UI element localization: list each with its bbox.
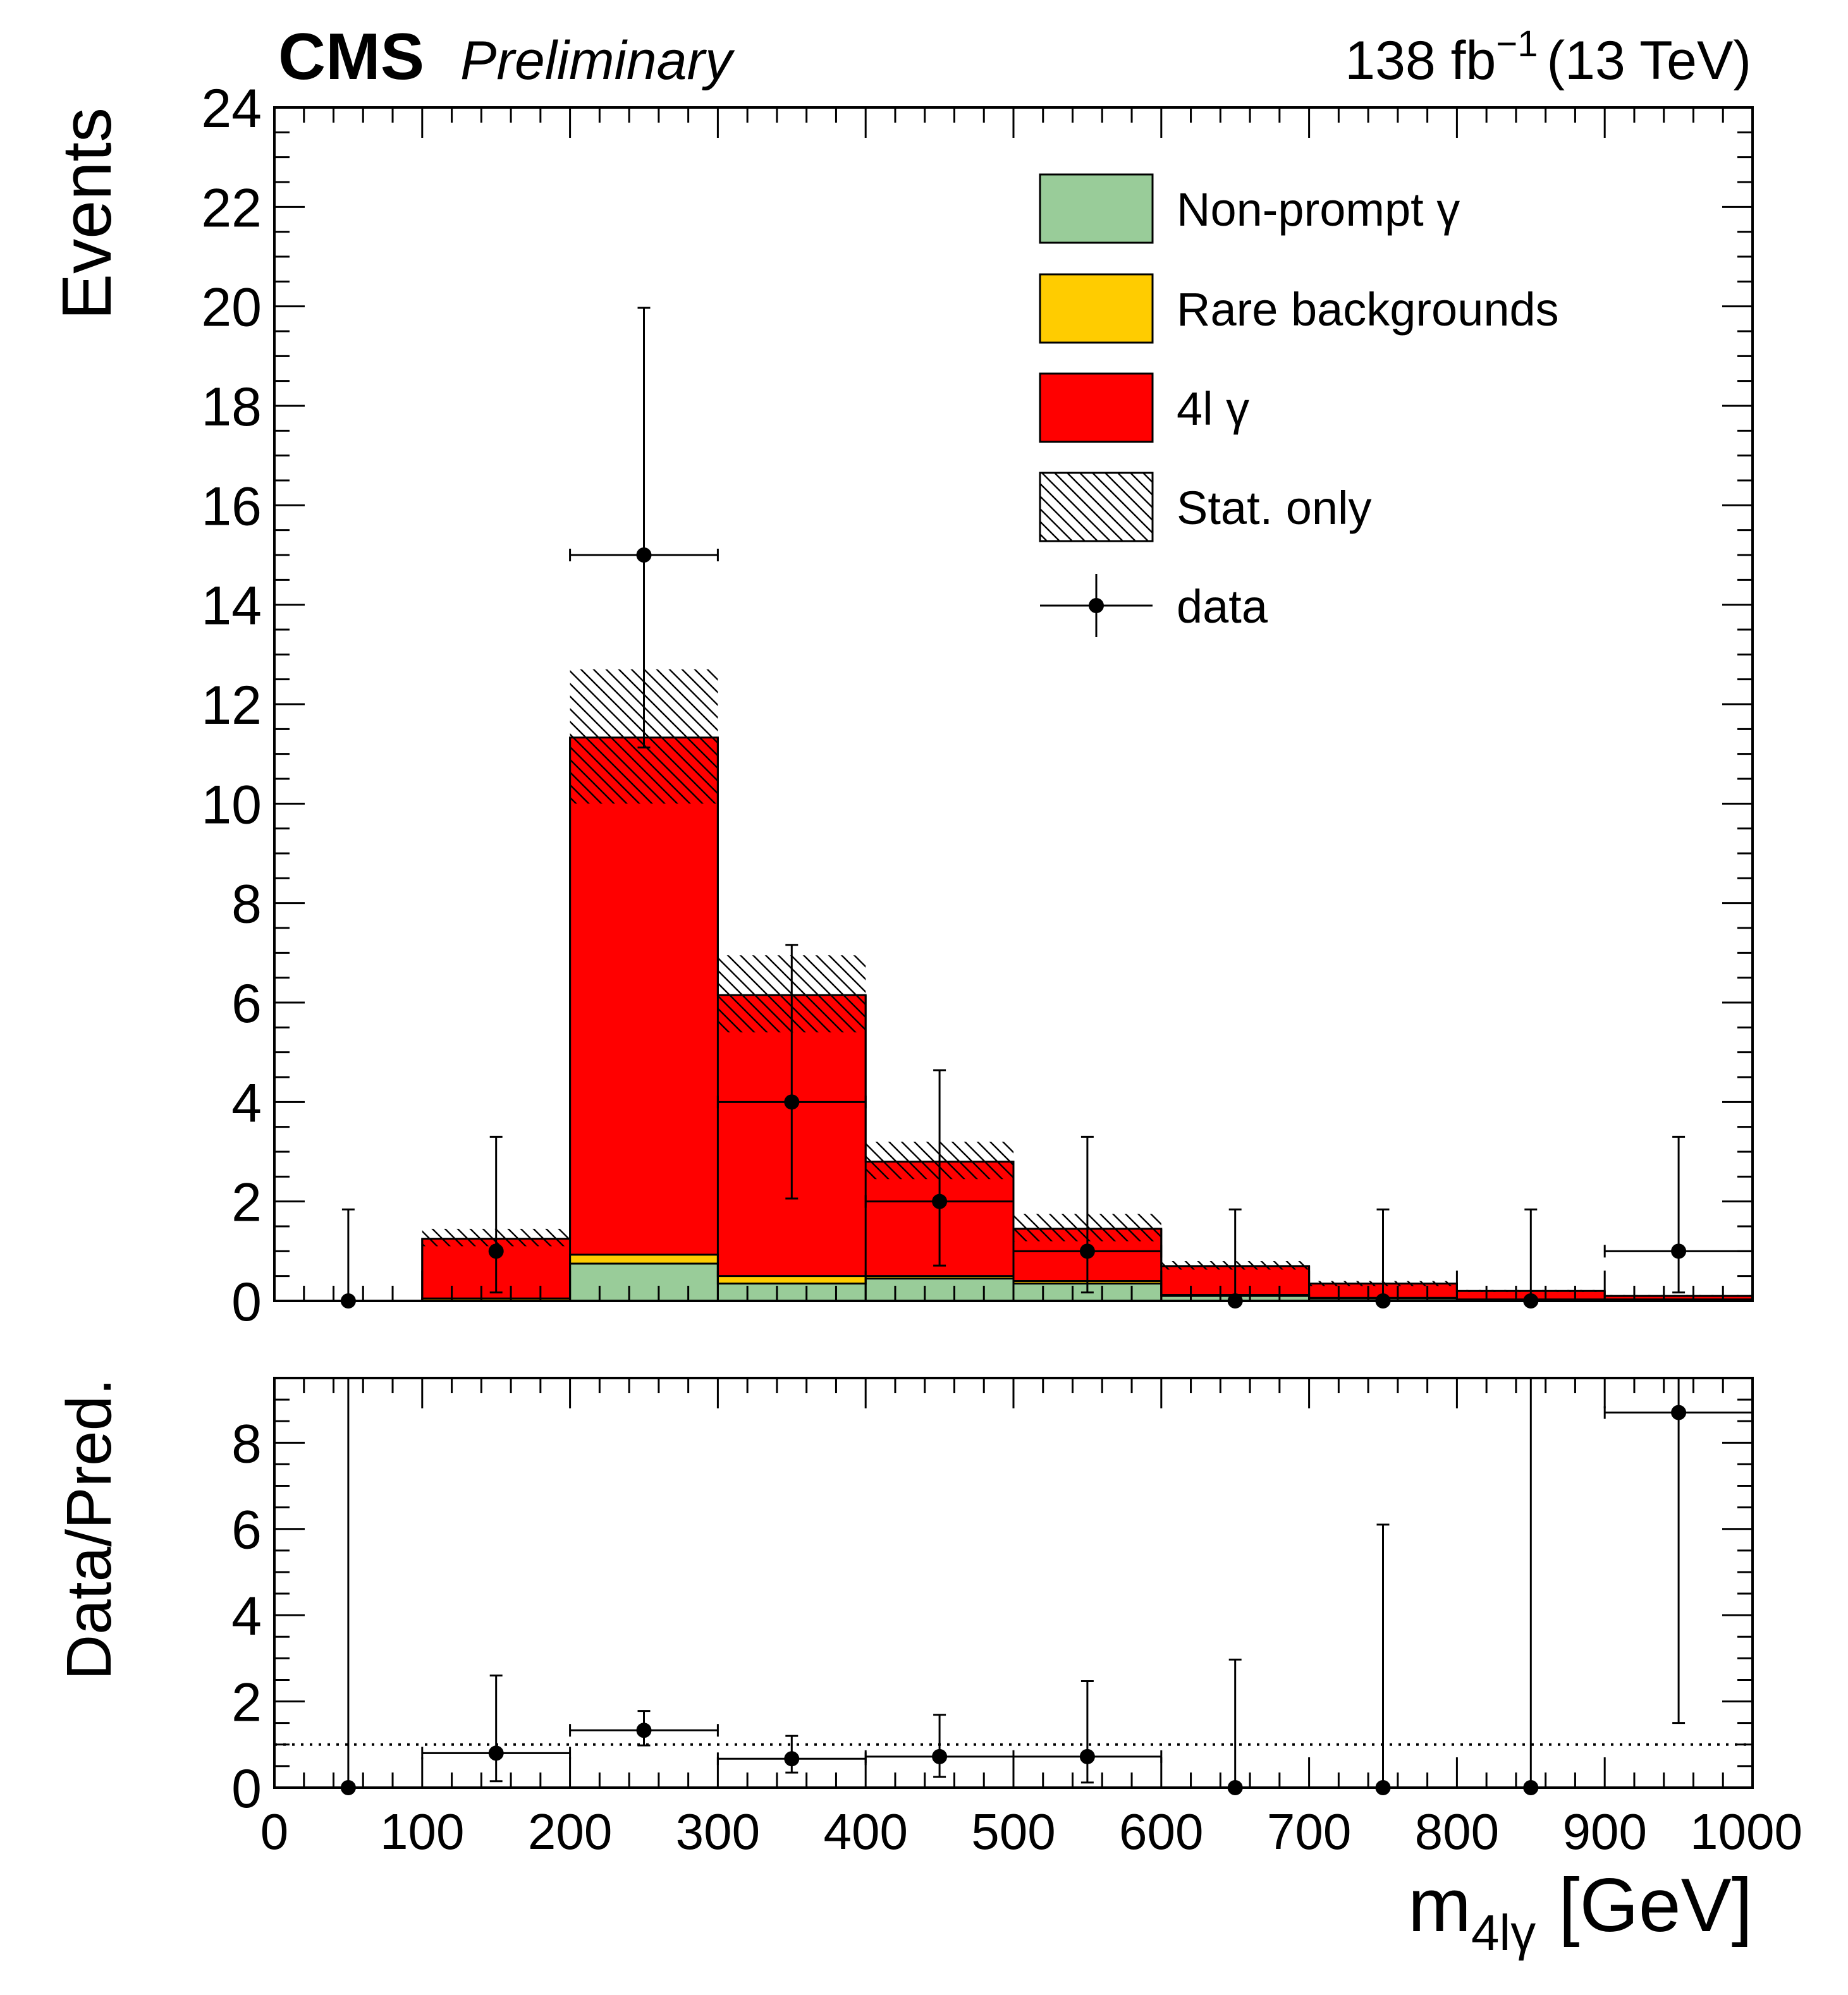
ratio-xtick-label-1: 100 [380,1803,464,1860]
main-ytick-label-5: 10 [201,774,262,835]
legend-swatch-stat-only [1039,472,1154,542]
ratio-point-3 [784,1751,800,1767]
ratio-xtick-label-3: 300 [676,1803,760,1860]
lumi-energy: (13 TeV) [1547,30,1751,91]
ratio-point-1 [488,1745,504,1761]
ratio-ytick-label-3: 6 [231,1500,262,1561]
legend-label-non-prompt: Non-prompt γ [1177,183,1460,236]
ratio-ytick-label-4: 8 [231,1413,262,1474]
data-point-2 [636,547,652,563]
ratio-content [274,1377,1754,1795]
legend-label-4l: 4l γ [1177,382,1249,435]
main-ytick-label-10: 20 [201,278,262,338]
x-axis-label-main: m [1408,1863,1471,1948]
legend-swatch-rare-backgrounds [1039,273,1154,344]
main-ylabel: Events [48,107,126,320]
main-data-points [340,307,1754,1309]
main-ytick-label-8: 16 [201,476,262,537]
main-ytick-label-7: 14 [201,576,262,637]
legend: Non-prompt γ Rare backgrounds 4l γ Stat. on… [1039,173,1559,637]
ratio-ytick-label-2: 4 [231,1586,262,1647]
legend-swatch-non-prompt [1039,173,1154,244]
bar-4l-9 [1605,1296,1753,1300]
ratio-xtick-label-8: 800 [1415,1803,1499,1860]
bar-rare-backgrounds-3 [718,1276,866,1284]
ratio-ytick-label-0: 0 [231,1759,262,1819]
bar-rare-backgrounds-2 [570,1254,718,1264]
ratio-xtick-label-0: 0 [260,1803,289,1860]
ratio-xtick-label-5: 500 [971,1803,1055,1860]
ratio-point-5 [1079,1748,1095,1764]
main-ytick-label-4: 8 [231,874,262,935]
data-point-1 [488,1243,504,1259]
main-ytick-label-12: 24 [201,78,262,139]
lumi-exponent: −1 [1496,23,1538,64]
x-axis-label-unit: [GeV] [1558,1863,1753,1948]
ratio-point-9 [1671,1405,1687,1420]
main-ytick-label-2: 4 [231,1073,262,1133]
bar-non-prompt-2 [570,1264,718,1301]
data-point-5 [1079,1243,1095,1259]
ratio-xtick-label-4: 400 [823,1803,907,1860]
ratio-xtick-label-6: 600 [1119,1803,1203,1860]
main-ytick-label-0: 0 [231,1272,262,1333]
x-axis-label: m4lγ [GeV] [1408,1863,1753,1961]
ratio-xtick-label-9: 900 [1562,1803,1646,1860]
ratio-ytick-label-1: 2 [231,1673,262,1733]
cms-label: CMS [278,20,424,94]
data-point-9 [1671,1243,1687,1259]
legend-label-data: data [1177,580,1268,633]
bar-4l-2 [570,737,718,1255]
legend-data-marker [1089,598,1104,613]
data-point-4 [932,1193,948,1209]
ratio-point-4 [932,1748,948,1764]
x-axis-label-sub: 4lγ [1471,1905,1536,1961]
ratio-xtick-label-10: 1000 [1690,1803,1802,1860]
ratio-axes: 0 2 4 6 8 0 100 200 300 400 500 600 700 800 900 1000 [231,1377,1802,1860]
legend-swatch-4l [1039,372,1154,443]
main-ytick-label-3: 6 [231,973,262,1034]
legend-label-stat-only: Stat. only [1177,482,1372,534]
main-ytick-label-6: 12 [201,675,262,736]
data-point-3 [784,1094,800,1110]
lumi-value: 138 fb [1345,30,1496,91]
ratio-xtick-label-2: 200 [528,1803,612,1860]
bar-rare-backgrounds-4 [866,1276,1013,1279]
main-ytick-label-1: 2 [231,1173,262,1233]
bar-non-prompt-4 [866,1278,1013,1301]
main-ytick-label-11: 22 [201,178,262,238]
ratio-point-2 [636,1723,652,1738]
bar-non-prompt-3 [718,1283,866,1301]
legend-label-rare-backgrounds: Rare backgrounds [1177,283,1559,336]
ratio-ylabel: Data/Pred. [54,1378,125,1680]
lumi-label: 138 fb−1 (13 TeV) [1345,23,1751,91]
ratio-panel: 0 2 4 6 8 0 100 200 300 400 500 600 700 800 900 1000 Da… [54,1377,1802,1961]
ratio-xtick-label-7: 700 [1267,1803,1351,1860]
main-ytick-label-9: 18 [201,377,262,437]
preliminary-label: Preliminary [460,30,735,91]
